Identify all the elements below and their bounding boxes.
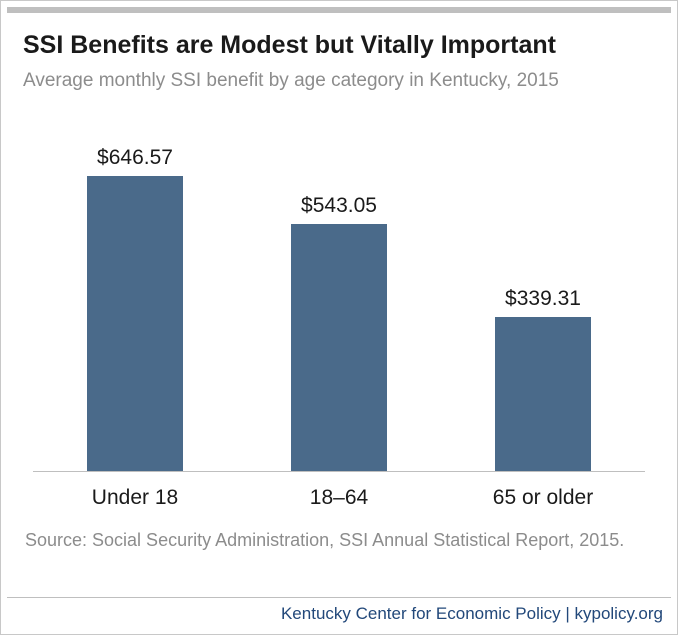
bar-group-2: $339.31 [441, 287, 645, 472]
bar-1 [291, 224, 387, 472]
chart-subtitle: Average monthly SSI benefit by age categ… [23, 70, 655, 92]
x-axis-label-1: 18–64 [237, 486, 441, 510]
chart-title: SSI Benefits are Modest but Vitally Impo… [23, 31, 655, 60]
bar-2 [495, 317, 591, 472]
content-area: SSI Benefits are Modest but Vitally Impo… [1, 13, 677, 552]
bar-group-0: $646.57 [33, 146, 237, 472]
chart-plot-area: $646.57 $543.05 $339.31 [33, 112, 645, 472]
chart-frame: SSI Benefits are Modest but Vitally Impo… [0, 0, 678, 635]
bars-row: $646.57 $543.05 $339.31 [33, 112, 645, 472]
x-axis-label-2: 65 or older [441, 486, 645, 510]
x-axis-labels: Under 18 18–64 65 or older [33, 486, 645, 510]
footer-credit: Kentucky Center for Economic Policy | ky… [281, 604, 663, 624]
bar-value-label: $646.57 [97, 146, 173, 170]
bar-value-label: $339.31 [505, 287, 581, 311]
bar-0 [87, 176, 183, 472]
x-axis-baseline [33, 471, 645, 472]
x-axis-label-0: Under 18 [33, 486, 237, 510]
bar-value-label: $543.05 [301, 194, 377, 218]
bar-group-1: $543.05 [237, 194, 441, 472]
footer-rule [7, 597, 671, 598]
source-text: Source: Social Security Administration, … [25, 528, 653, 552]
